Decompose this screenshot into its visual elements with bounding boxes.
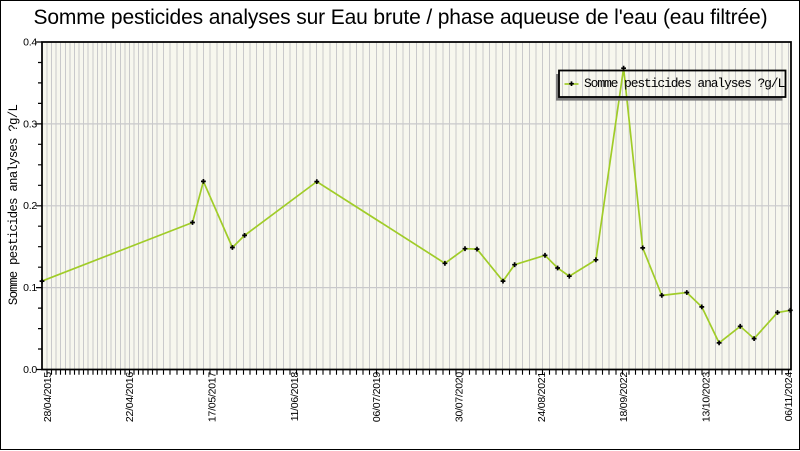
svg-text:18/09/2022: 18/09/2022 bbox=[618, 372, 630, 422]
svg-text:13/10/2023: 13/10/2023 bbox=[701, 372, 713, 422]
svg-text:0.1: 0.1 bbox=[23, 282, 37, 294]
svg-text:11/06/2018: 11/06/2018 bbox=[289, 372, 301, 422]
svg-text:06/11/2024: 06/11/2024 bbox=[783, 372, 795, 422]
svg-text:0.0: 0.0 bbox=[23, 364, 37, 376]
svg-text:Somme pesticides analyses ?g/L: Somme pesticides analyses ?g/L bbox=[7, 105, 21, 305]
svg-text:28/04/2015: 28/04/2015 bbox=[42, 372, 54, 422]
svg-text:22/04/2016: 22/04/2016 bbox=[124, 372, 136, 422]
svg-text:06/07/2019: 06/07/2019 bbox=[371, 372, 383, 422]
svg-text:17/05/2017: 17/05/2017 bbox=[207, 372, 219, 422]
svg-text:0.2: 0.2 bbox=[23, 200, 37, 212]
svg-text:Somme pesticides analyses ?g/L: Somme pesticides analyses ?g/L bbox=[584, 76, 784, 91]
svg-text:0.4: 0.4 bbox=[23, 37, 37, 49]
svg-text:30/07/2020: 30/07/2020 bbox=[454, 372, 466, 422]
svg-text:24/08/2021: 24/08/2021 bbox=[536, 372, 548, 422]
svg-text:0.3: 0.3 bbox=[23, 118, 37, 130]
